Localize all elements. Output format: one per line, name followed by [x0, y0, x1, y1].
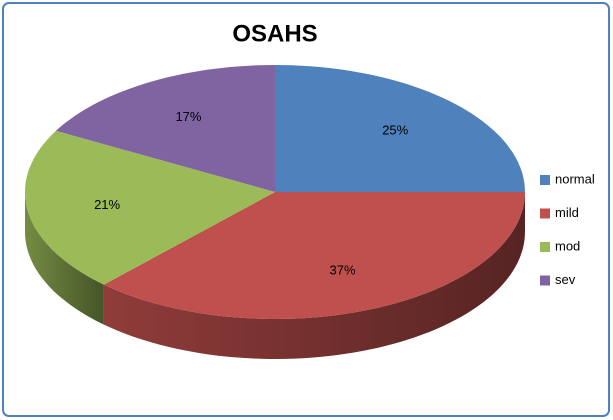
pie-slice: [55, 65, 276, 192]
legend-swatch: [540, 242, 550, 252]
pie-slice: [25, 130, 275, 285]
pie-slice: [275, 65, 525, 192]
data-label: 21%: [94, 197, 120, 212]
pie-side: [25, 192, 104, 325]
legend-label: mod: [555, 238, 580, 253]
data-label: 17%: [175, 109, 201, 124]
legend-swatch: [540, 275, 550, 286]
legend-swatch: [540, 175, 550, 185]
pie-slice: [103, 192, 526, 319]
data-label: 25%: [382, 122, 408, 137]
data-label: 37%: [329, 263, 355, 278]
legend-label: normal: [555, 171, 595, 186]
pie-side: [103, 192, 526, 359]
legend-label: sev: [555, 272, 576, 287]
chart-title: OSAHS: [232, 20, 317, 47]
legend-swatch: [540, 208, 550, 219]
legend-label: mild: [555, 205, 579, 220]
